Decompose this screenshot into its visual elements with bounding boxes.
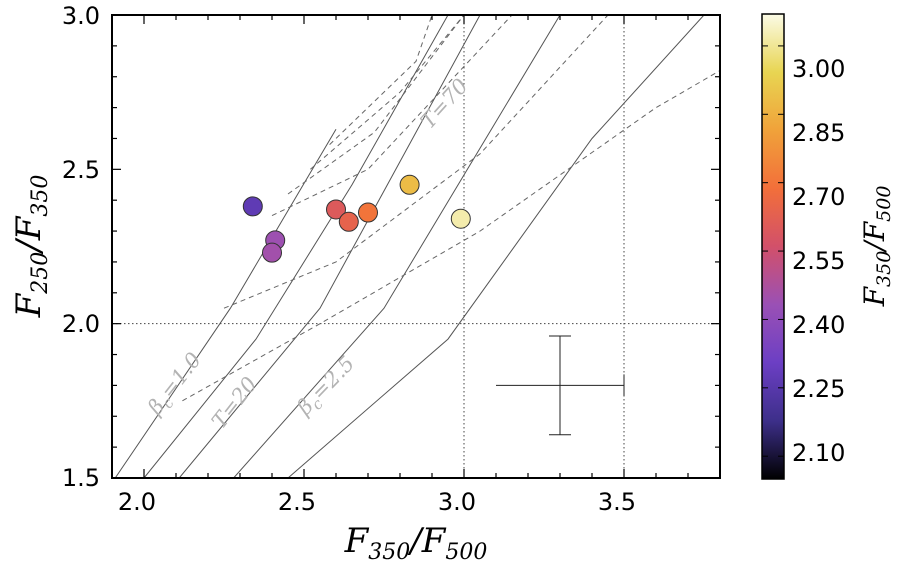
data-point <box>338 211 359 232</box>
x-tick-label: 3.0 <box>438 488 476 516</box>
colorbar-label: F350/F500 <box>858 186 895 308</box>
model-curve-temperature <box>223 15 609 309</box>
colorbar-tick-label: 2.70 <box>792 183 845 211</box>
model-curve-temperature <box>271 15 513 217</box>
model-curve-temperature <box>310 15 465 170</box>
colorbar-tick-label: 2.25 <box>792 375 845 403</box>
x-tick-label: 2.0 <box>118 488 156 516</box>
model-curve-temperature <box>182 70 720 402</box>
annotation-t20: T=20 <box>207 372 262 433</box>
colorbar-tick-label: 2.85 <box>792 119 845 147</box>
y-tick-label: 1.5 <box>62 464 100 492</box>
colorbar-tick-label: 3.00 <box>792 55 845 83</box>
y-axis-label: F250/F350 <box>9 175 53 319</box>
y-tick-label: 3.0 <box>62 2 100 30</box>
x-tick-label: 3.5 <box>598 488 636 516</box>
data-point <box>358 202 378 223</box>
x-tick-label: 2.5 <box>278 488 316 516</box>
x-axis-label: F350/F500 <box>344 521 488 565</box>
svg-text:βc=1.0: βc=1.0 <box>142 348 209 422</box>
data-point <box>399 174 420 195</box>
error-bar <box>496 335 625 436</box>
data-point <box>262 242 282 263</box>
colorbar-tick-label: 2.55 <box>792 247 845 275</box>
svg-text:βc=2.5: βc=2.5 <box>292 351 363 423</box>
model-curves <box>114 15 720 478</box>
colorbar-tick-label: 2.10 <box>792 439 845 467</box>
model-curve-beta <box>233 15 561 478</box>
model-curve-temperature <box>329 15 433 145</box>
data-points <box>242 174 471 263</box>
axis-ticks <box>111 14 721 479</box>
colorbar-ticks <box>762 45 784 457</box>
colorbar-tick-label: 2.40 <box>792 311 845 339</box>
plot-frame <box>111 14 721 479</box>
model-curve-beta <box>114 128 337 478</box>
data-point <box>326 199 346 220</box>
model-curve-beta <box>143 15 449 478</box>
colorbar <box>761 13 785 480</box>
data-point <box>450 208 471 229</box>
data-point <box>242 196 263 217</box>
annotation-beta-2-5: βc=2.5 <box>292 351 363 423</box>
y-tick-label: 2.5 <box>62 156 100 184</box>
model-curve-beta <box>178 15 481 478</box>
y-tick-label: 2.0 <box>62 310 100 338</box>
model-curve-beta <box>287 15 705 478</box>
reference-lines <box>112 15 720 478</box>
annotation-beta-1: βc=1.0 <box>142 348 209 422</box>
